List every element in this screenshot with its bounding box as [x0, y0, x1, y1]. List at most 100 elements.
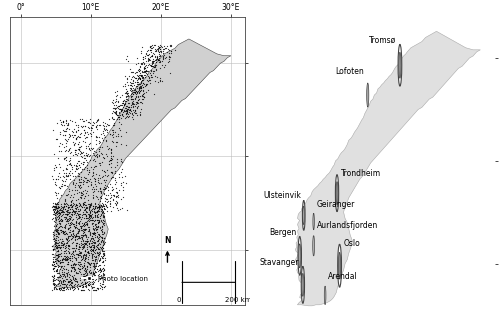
Point [54, 195, 62, 201]
Point [91, 230, 99, 236]
Point [74, 124, 82, 130]
Point [76, 212, 84, 217]
Point [109, 117, 117, 122]
Point [85, 206, 93, 211]
Point [71, 140, 79, 146]
Point [51, 264, 59, 269]
Point [72, 206, 80, 211]
Point [75, 173, 83, 178]
Point [66, 224, 74, 230]
Point [50, 274, 58, 280]
Point [90, 270, 98, 276]
Point [68, 250, 76, 255]
Point [113, 194, 121, 199]
Point [82, 118, 90, 123]
Point [56, 286, 64, 291]
Point [80, 263, 88, 269]
Point [81, 188, 89, 193]
Point [124, 107, 132, 112]
Point [66, 213, 74, 218]
Point [96, 280, 104, 285]
Point [74, 215, 82, 221]
Point [102, 195, 110, 201]
Point [54, 258, 62, 263]
Point [97, 195, 105, 200]
Point [49, 265, 57, 271]
Point [82, 251, 90, 256]
Point [58, 243, 66, 248]
Point [58, 229, 66, 234]
Point [60, 204, 68, 209]
Point [64, 243, 72, 249]
Point [149, 60, 157, 65]
Point [48, 205, 56, 210]
Point [130, 102, 138, 107]
Point [156, 50, 164, 55]
Point [72, 240, 80, 246]
Point [124, 114, 132, 120]
Point [100, 191, 108, 197]
Point [76, 180, 84, 185]
Point [64, 208, 72, 213]
Point [111, 106, 119, 111]
Point [56, 216, 64, 221]
Point [72, 220, 80, 225]
Point [61, 216, 69, 221]
Point [144, 78, 152, 84]
Point [138, 77, 146, 82]
Point [94, 286, 102, 291]
Point [68, 205, 76, 210]
Point [114, 195, 122, 200]
Point [98, 245, 106, 250]
Point [61, 232, 69, 237]
Point [98, 203, 106, 208]
Point [142, 74, 150, 79]
Point [142, 70, 150, 75]
Point [72, 152, 80, 157]
Point [156, 65, 164, 71]
Point [118, 112, 126, 117]
Point [64, 166, 72, 171]
Point [68, 255, 76, 261]
Point [99, 214, 107, 219]
Point [114, 115, 122, 120]
Point [72, 129, 80, 134]
Point [160, 64, 168, 70]
Point [127, 102, 135, 108]
Point [140, 65, 147, 70]
Point [70, 203, 78, 208]
Point [126, 88, 134, 93]
Point [100, 252, 108, 258]
Point [52, 233, 60, 239]
Point [89, 248, 97, 254]
Point [59, 118, 67, 123]
Point [90, 253, 98, 259]
Point [66, 163, 74, 168]
Point [144, 47, 152, 53]
Point [89, 129, 97, 134]
Point [69, 231, 77, 236]
Point [62, 193, 70, 198]
Point [120, 101, 128, 107]
Point [51, 219, 59, 224]
Point [87, 251, 95, 256]
Point [97, 268, 105, 274]
Point [58, 284, 66, 290]
Point [99, 242, 107, 247]
Point [80, 195, 88, 200]
Point [52, 264, 60, 269]
Point [86, 202, 94, 207]
Point [158, 78, 166, 84]
Point [151, 63, 159, 68]
Point [56, 287, 64, 292]
Point [132, 75, 140, 81]
Point [100, 125, 108, 130]
Point [72, 166, 80, 171]
Point [67, 202, 75, 207]
Point [140, 66, 147, 72]
Point [88, 248, 96, 253]
Point [50, 279, 58, 284]
Point [82, 226, 90, 231]
Point [76, 195, 84, 201]
Point [68, 283, 76, 289]
